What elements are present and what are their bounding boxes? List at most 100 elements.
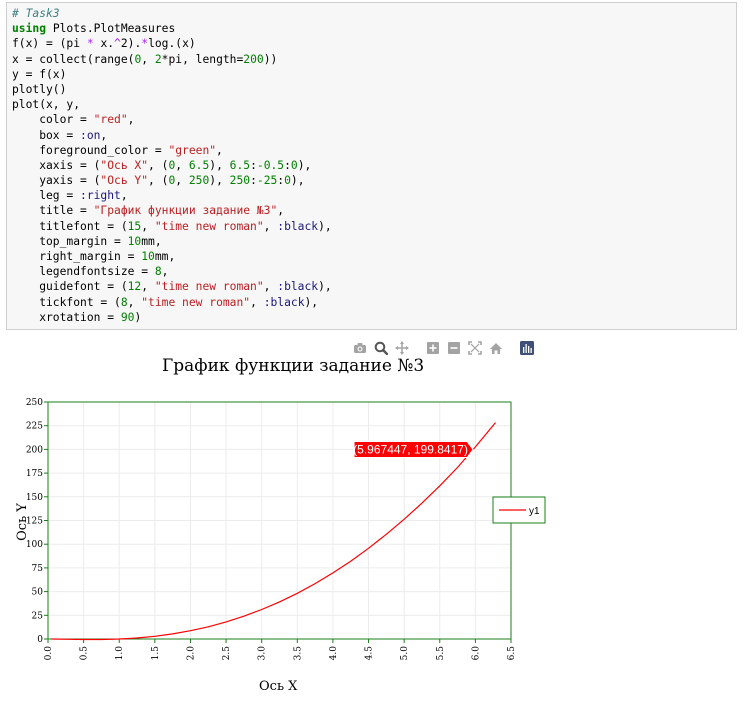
code-token: right_margin = (12, 250, 142, 263)
code-token: ), (297, 158, 312, 172)
zoom-button[interactable] (373, 340, 389, 356)
code-token: ^ (114, 37, 121, 51)
code-token: 2). (120, 37, 142, 51)
code-token: :on (80, 128, 101, 142)
x-tick-label: 0.5 (80, 646, 90, 661)
plotly-modebar (352, 339, 540, 357)
code-token: top_margin = (12, 234, 128, 248)
zoom-out-icon (448, 342, 460, 354)
code-token: plotly() (12, 82, 67, 96)
camera-button[interactable] (352, 340, 368, 356)
x-tick-label: 5.5 (436, 646, 446, 661)
code-line: using Plots.PlotMeasures (12, 21, 736, 36)
code-token: "time new roman" (154, 280, 264, 294)
autoscale-button[interactable] (467, 340, 483, 356)
x-tick-label: 3.5 (293, 646, 303, 661)
code-token: legendfontsize = (12, 265, 155, 279)
y-tick-label: 0 (37, 635, 43, 645)
code-token: log.(x) (148, 37, 196, 51)
code-line: plotly() (12, 82, 736, 97)
code-token: , (175, 158, 189, 172)
code-token: 250 (229, 174, 251, 188)
code-token: 12 (127, 280, 142, 294)
code-token: "red" (93, 113, 128, 127)
code-token: guidefont = ( (12, 280, 128, 294)
code-token: 10 (141, 250, 155, 263)
plotly-logo-button[interactable] (519, 340, 535, 356)
y-tick-label: 125 (26, 517, 43, 527)
code-cell[interactable]: # Task3 using Plots.PlotMeasures f(x) = (p… (6, 2, 737, 330)
code-token: , (263, 280, 278, 294)
code-token: , (100, 128, 108, 142)
code-token: tickfont = ( (12, 295, 121, 309)
y-tick-label: 175 (26, 469, 43, 479)
code-token: , (127, 113, 135, 127)
code-token: :black (277, 280, 319, 294)
home-button[interactable] (488, 340, 504, 356)
code-line: plot(x, y, (12, 97, 736, 112)
code-token: color = (12, 113, 94, 127)
code-token: y = f(x) (12, 67, 67, 81)
code-line: color = "red", (12, 112, 736, 127)
code-line: right_margin = 10mm, (12, 249, 736, 264)
code-token: xrotation = (12, 310, 121, 324)
code-token: * (141, 37, 149, 51)
code-line: title = "График функции задание №3", (12, 203, 736, 218)
code-token: 15 (127, 219, 142, 233)
code-token: , (277, 204, 285, 218)
code-token: ), (318, 280, 332, 294)
y-tick-label: 50 (32, 588, 44, 598)
code-line: top_margin = 10mm, (12, 234, 736, 249)
code-token: "time new roman" (154, 219, 264, 233)
code-token: , (141, 219, 155, 233)
code-token: titlefont = ( (12, 219, 128, 233)
code-token: Plots.PlotMeasures (46, 22, 176, 36)
y-tick-label: 75 (32, 564, 44, 574)
code-token: , ( (148, 174, 169, 188)
code-token: xaxis = ( (12, 158, 101, 172)
zoom-out-button[interactable] (446, 340, 462, 356)
y-tick-label: 225 (26, 422, 43, 432)
code-token: : (250, 174, 257, 188)
pan-button[interactable] (394, 340, 410, 356)
code-token: box = (12, 128, 81, 142)
series-line-y1[interactable] (51, 422, 496, 641)
code-token: ), (209, 158, 230, 172)
code-token: : (250, 158, 257, 172)
code-token: "time new roman" (141, 295, 251, 309)
code-token: 6.5 (229, 158, 251, 172)
code-line: tickfont = (8, "time new roman", :black)… (12, 295, 736, 310)
code-line: box = :on, (12, 128, 736, 143)
y-tick-label: 200 (26, 445, 43, 455)
x-tick-label: 0.0 (44, 646, 54, 661)
code-token: :black (277, 219, 319, 233)
code-token: "Ось Y" (100, 174, 149, 188)
hover-label-text: (5.967447, 199.8417) (353, 443, 468, 457)
code-token: x = collect(range( (12, 52, 135, 66)
code-token: 2 (154, 52, 162, 66)
code-token: :black (263, 295, 305, 309)
code-token: title = (12, 204, 94, 218)
x-tick-label: 1.0 (115, 646, 125, 661)
y-tick-label: 100 (26, 540, 43, 550)
home-icon (490, 342, 502, 354)
code-line: leg = :right, (12, 188, 736, 203)
code-token: "Ось X" (100, 158, 149, 172)
code-token: leg = (12, 189, 81, 203)
code-token: , (263, 219, 278, 233)
code-token: 250 (188, 174, 210, 188)
code-line: x = collect(range(0, 2*pi, length=200)) (12, 52, 736, 67)
x-tick-label: 2.5 (222, 646, 232, 661)
zoom-in-button[interactable] (425, 340, 441, 356)
x-axis-label: Ось X (259, 679, 298, 694)
code-token: , (216, 143, 223, 157)
code-token: 0 (168, 158, 176, 172)
code-token: )) (263, 52, 278, 66)
y-tick-label: 25 (32, 611, 44, 621)
code-token: , (120, 189, 128, 203)
x-tick-label: 3.0 (258, 646, 268, 661)
code-token: x. (93, 37, 115, 51)
code-token: , (127, 295, 142, 309)
code-token: plot(x, y, (12, 98, 81, 112)
